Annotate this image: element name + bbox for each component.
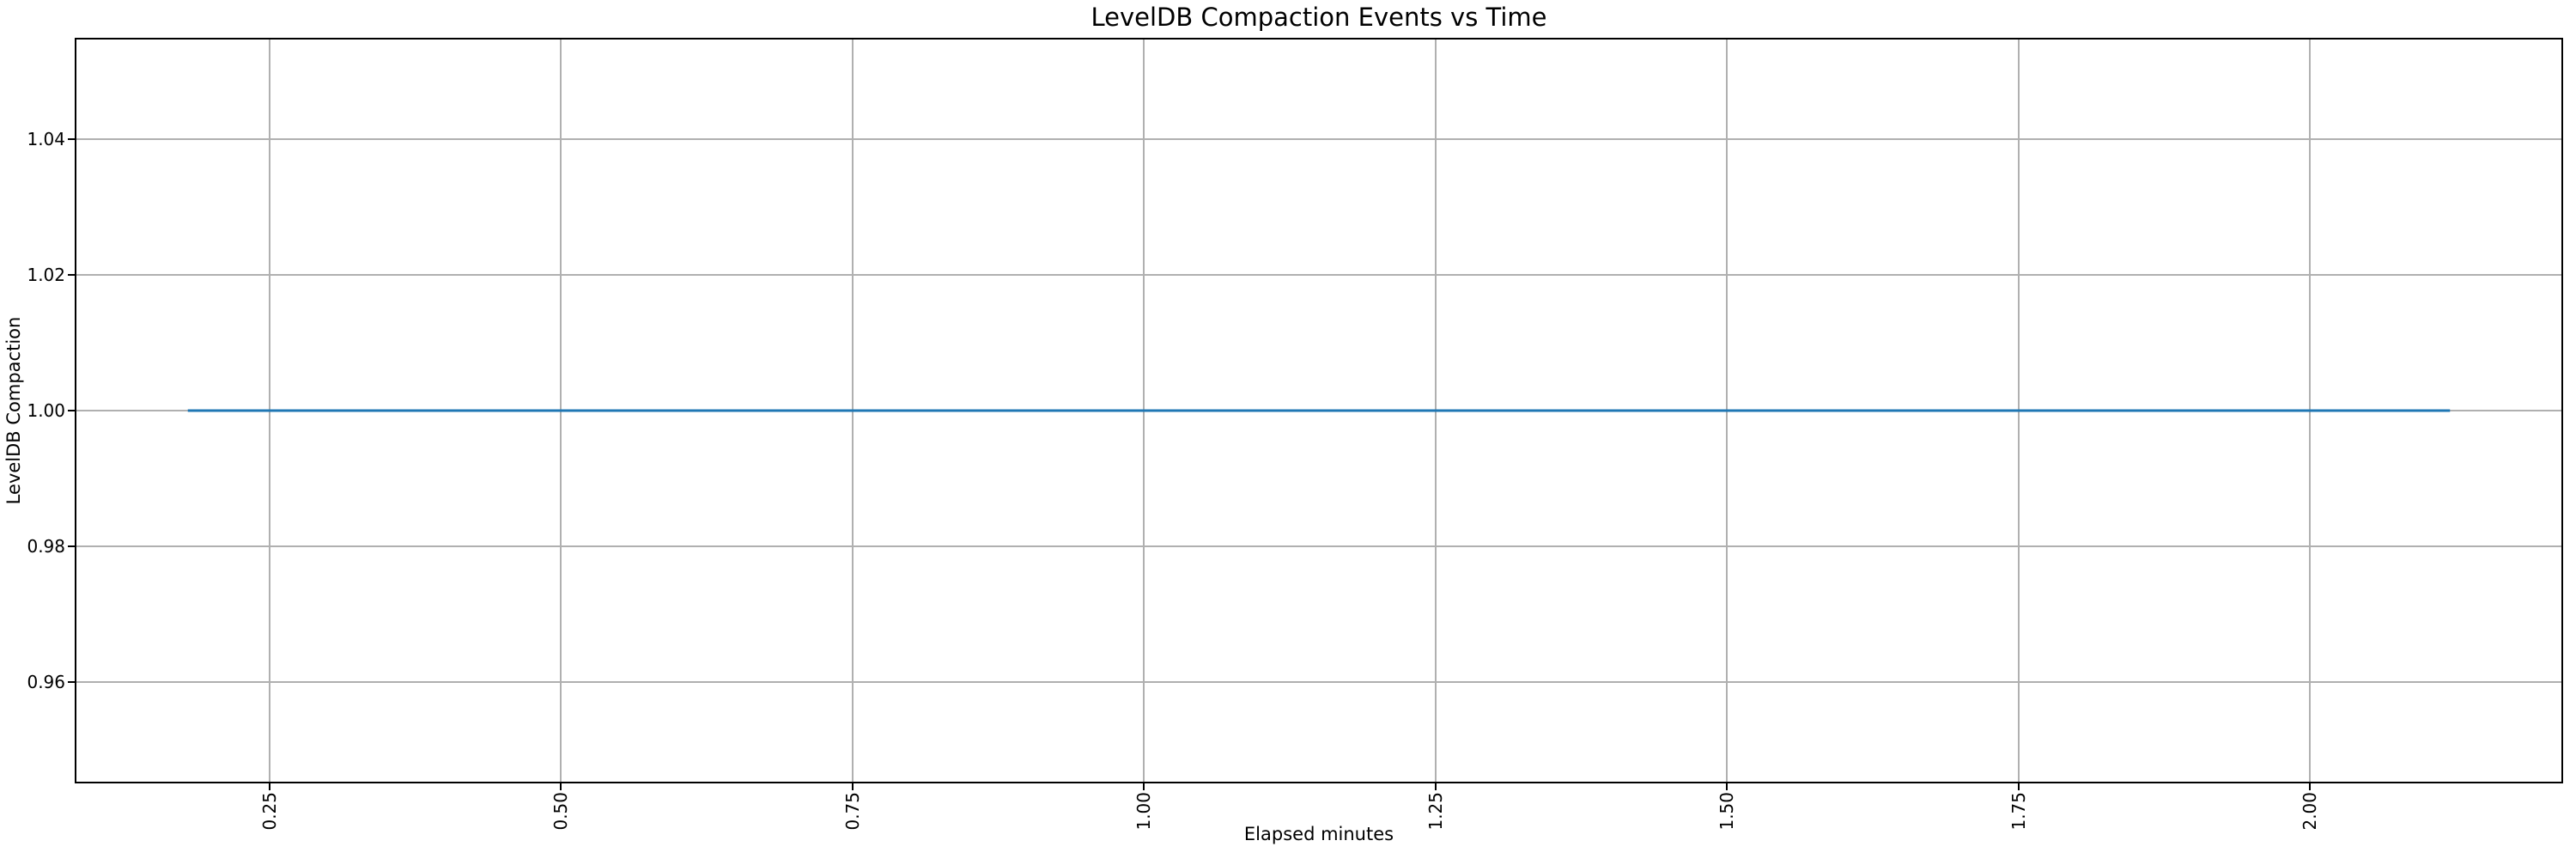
x-axis-label: Elapsed minutes [1243,824,1394,844]
series-layer [187,409,2451,412]
x-tick-label: 1.00 [1133,792,1155,831]
x-tick-label: 0.50 [550,792,572,831]
x-tick-label: 0.75 [841,792,863,831]
x-tick-label: 0.25 [258,792,280,831]
y-tick-mark [68,274,75,277]
x-tick-mark [268,783,270,790]
y-gridline [75,274,2563,277]
x-tick-mark [1726,783,1728,790]
x-tick-mark [1143,783,1145,790]
y-tick-label: 1.02 [27,265,65,286]
y-gridline [75,138,2563,141]
y-tick-label: 1.00 [27,400,65,421]
y-gridline [75,545,2563,547]
y-tick-label: 1.04 [27,129,65,150]
x-tick-mark [560,783,562,790]
y-tick-label: 0.98 [27,535,65,557]
y-gridline [75,680,2563,683]
x-tick-label: 2.00 [2300,792,2321,831]
x-tick-mark [851,783,854,790]
plot-area [75,38,2563,783]
x-tick-label: 1.75 [2008,792,2029,831]
y-tick-mark [68,138,75,141]
chart-title: LevelDB Compaction Events vs Time [1091,3,1547,32]
x-tick-label: 1.50 [1716,792,1738,831]
x-tick-mark [1434,783,1437,790]
y-tick-mark [68,545,75,547]
x-tick-mark [2017,783,2020,790]
y-tick-label: 0.96 [27,671,65,692]
y-tick-mark [68,410,75,411]
x-tick-mark [2309,783,2312,790]
y-tick-mark [68,680,75,683]
x-tick-label: 1.25 [1425,792,1446,831]
